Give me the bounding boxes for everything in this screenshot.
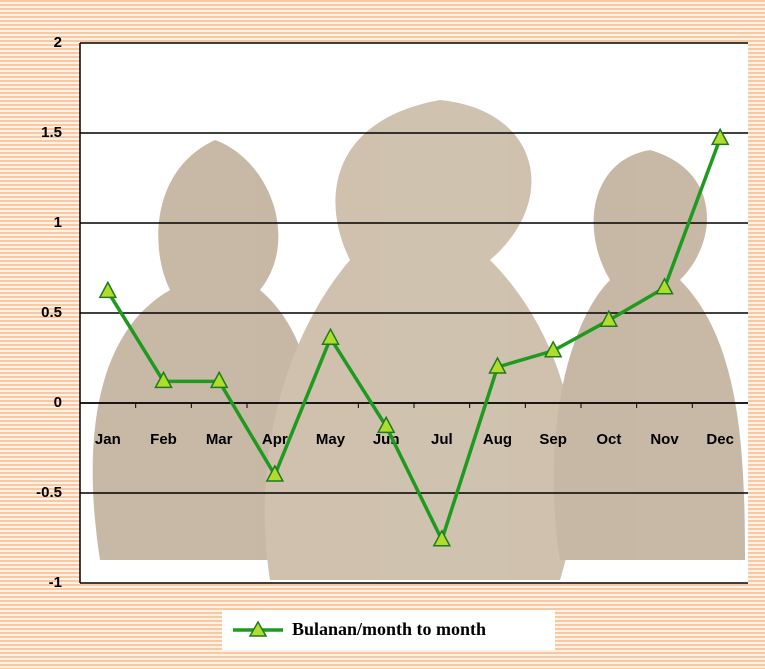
marker	[376, 415, 396, 434]
x-tick-label: Aug	[483, 431, 512, 448]
x-tick-label: Dec	[706, 431, 734, 448]
marker	[98, 280, 118, 299]
x-tick-label: Mar	[206, 431, 233, 448]
y-tick-label: 0.5	[41, 304, 62, 321]
marker	[488, 356, 507, 374]
x-tick-label: Apr	[262, 431, 288, 448]
y-tick-label: 0	[54, 394, 62, 411]
y-tick-label: 2	[54, 34, 62, 51]
legend-label: Bulanan/month to month	[292, 619, 486, 639]
marker	[154, 370, 173, 389]
x-tick-label: Jul	[431, 431, 453, 448]
legend-marker	[248, 620, 268, 637]
x-tick-label: Feb	[150, 431, 177, 448]
y-tick-label: 1	[54, 214, 62, 231]
marker	[599, 309, 619, 327]
y-tick-label: -0.5	[36, 484, 62, 501]
marker	[209, 370, 229, 389]
marker	[710, 127, 730, 146]
x-tick-label: Oct	[596, 431, 621, 448]
x-tick-label: May	[316, 431, 346, 448]
background-bags	[92, 100, 745, 580]
x-tick-label: Sep	[539, 431, 567, 448]
y-tick-label: 1.5	[41, 124, 62, 141]
line	[106, 137, 722, 545]
marker	[655, 277, 674, 295]
marker	[321, 327, 340, 345]
marker	[432, 529, 452, 547]
y-tick-label: -1	[49, 574, 62, 591]
marker	[265, 464, 285, 482]
marker	[543, 340, 563, 358]
x-tick-label: Nov	[650, 431, 679, 448]
x-tick-label: Jan	[95, 431, 121, 448]
